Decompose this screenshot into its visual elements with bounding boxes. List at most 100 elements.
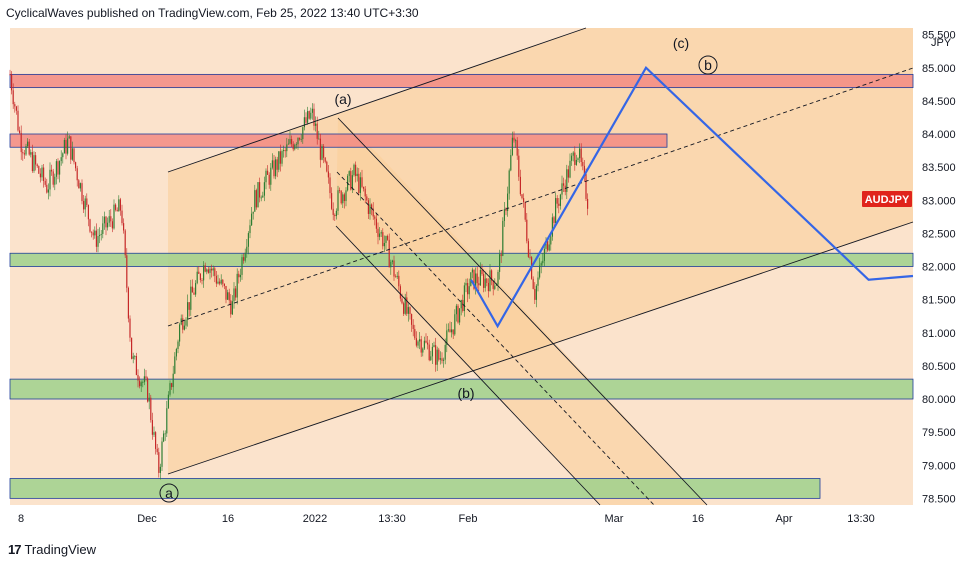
candle-body <box>332 208 334 215</box>
candle-body <box>380 232 382 234</box>
candle-body <box>395 276 397 278</box>
candle-body <box>115 204 117 210</box>
candle-body <box>167 394 169 409</box>
candle-body <box>187 302 189 320</box>
candle-body <box>219 281 221 284</box>
candle-body <box>92 232 94 236</box>
candle-body <box>255 190 257 208</box>
candle-body <box>65 139 67 154</box>
candle-body <box>545 240 547 249</box>
candle-body <box>195 283 197 295</box>
tradingview-logo-icon: 17 <box>8 542 22 557</box>
candle-body <box>247 233 249 247</box>
candle-body <box>230 300 232 315</box>
candle-body <box>91 231 93 233</box>
wave-label-a: a <box>165 485 173 501</box>
candle-body <box>569 160 571 178</box>
candle-body <box>323 146 325 158</box>
candle-body <box>481 270 483 275</box>
x-tick-label: 16 <box>222 513 234 525</box>
candle-body <box>212 268 214 271</box>
candle-body <box>411 314 413 325</box>
candle-body <box>47 189 49 193</box>
candle-body <box>171 383 173 388</box>
candle-body <box>113 204 115 229</box>
candle-body <box>236 273 238 298</box>
candle-body <box>526 219 528 242</box>
candle-body <box>321 146 323 160</box>
candle-body <box>327 171 329 178</box>
candle-body <box>527 241 529 257</box>
candle-body <box>119 199 121 211</box>
candle-body <box>519 176 521 195</box>
candle-body <box>567 169 569 178</box>
candle-body <box>572 152 574 156</box>
candle-body <box>300 139 302 140</box>
candle-body <box>428 344 430 361</box>
candle-body <box>489 270 491 292</box>
candle-body <box>44 180 46 185</box>
candle-body <box>505 209 507 212</box>
candle-body <box>60 157 62 162</box>
candle-body <box>473 269 475 289</box>
candle-body <box>495 284 497 286</box>
candle-body <box>547 240 549 251</box>
y-tick-label: 85.500 <box>922 30 956 42</box>
candle-body <box>329 177 331 194</box>
candle-body <box>324 157 326 162</box>
candle-body <box>211 268 213 271</box>
candle-body <box>359 177 361 193</box>
candle-body <box>532 278 534 289</box>
y-tick-label: 83.000 <box>922 195 956 207</box>
candle-body <box>148 397 150 402</box>
candle-body <box>49 169 51 190</box>
candle-body <box>28 141 30 155</box>
ascending-channel-upper-line <box>167 27 587 173</box>
candle-body <box>403 303 405 314</box>
candle-body <box>315 123 317 126</box>
candle-body <box>385 235 387 243</box>
candle-body <box>126 255 128 288</box>
candle-body <box>423 340 425 349</box>
candle-body <box>206 269 208 272</box>
candle-body <box>161 441 163 467</box>
candle-body <box>227 292 229 300</box>
candle-body <box>57 161 59 175</box>
candle-body <box>390 261 392 268</box>
candle-body <box>278 151 280 170</box>
candle-body <box>110 216 112 222</box>
y-tick-label: 85.000 <box>922 63 956 75</box>
candle-body <box>81 183 83 202</box>
y-tick-label: 84.000 <box>922 129 956 141</box>
candle-body <box>257 182 259 208</box>
candle-body <box>220 279 222 284</box>
candle-body <box>303 117 305 128</box>
candle-body <box>399 286 401 299</box>
candle-body <box>343 194 345 202</box>
y-tick-label: 79.000 <box>922 460 956 472</box>
candle-body <box>310 112 312 119</box>
wave-label-circle <box>698 55 718 75</box>
candle-body <box>102 223 104 234</box>
tradingview-footer[interactable]: 17 TradingView <box>8 542 96 557</box>
candle-body <box>334 214 336 217</box>
candle-body <box>499 254 501 272</box>
candle-body <box>475 273 477 289</box>
candle-body <box>555 198 557 224</box>
candle-body <box>135 356 137 376</box>
candle-body <box>446 330 448 346</box>
candle-body <box>156 448 158 453</box>
candle-body <box>367 200 369 214</box>
candle-body <box>433 345 435 347</box>
candle-body <box>353 164 355 176</box>
candle-body <box>132 356 134 359</box>
candle-body <box>414 328 416 339</box>
y-tick-label: 81.500 <box>922 295 956 307</box>
candle-body <box>31 152 33 172</box>
candle-body <box>431 346 433 357</box>
candle-body <box>73 148 75 163</box>
candle-body <box>35 155 37 165</box>
candle-body <box>127 287 129 319</box>
candle-body <box>539 265 541 278</box>
